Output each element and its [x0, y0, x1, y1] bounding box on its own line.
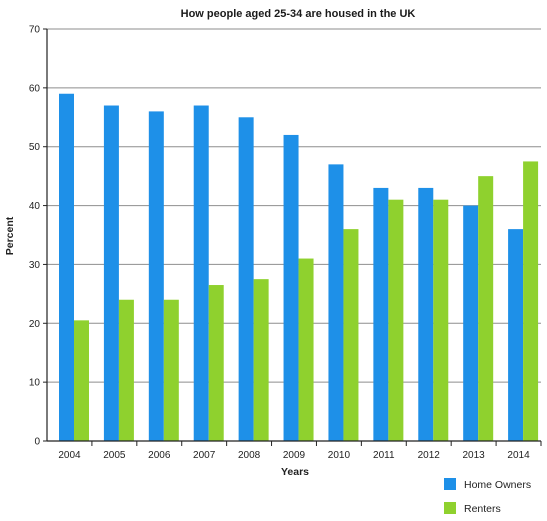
bar-home-owners — [463, 205, 479, 441]
x-tick-label: 2014 — [507, 450, 530, 461]
bar-home-owners — [373, 187, 389, 441]
bar-home-owners — [103, 105, 119, 441]
y-tick-label: 20 — [29, 319, 41, 330]
x-tick-labels: 2004 2005 2006 2007 2008 2009 2010 2011 2012 2013… — [58, 441, 542, 461]
x-tick-label: 2005 — [103, 450, 126, 461]
legend-label: Renters — [464, 503, 501, 515]
bar-renters — [343, 229, 359, 441]
x-tick-label: 2012 — [418, 450, 441, 461]
bars — [59, 93, 539, 442]
bar-renters — [478, 176, 494, 441]
bar-home-owners — [193, 105, 209, 441]
legend: Home Owners Renters — [444, 478, 531, 515]
x-tick-label: 2006 — [148, 450, 171, 461]
legend-label: Home Owners — [464, 479, 531, 491]
bar-renters — [298, 258, 314, 441]
y-axis-label: Percent — [4, 216, 16, 255]
bar-home-owners — [148, 111, 164, 442]
y-tick-label: 30 — [29, 260, 41, 271]
bar-renters — [253, 279, 269, 441]
legend-swatch-renters — [444, 502, 456, 514]
bar-renters — [163, 299, 179, 441]
bar-home-owners — [59, 93, 74, 441]
bar-home-owners — [328, 164, 344, 441]
y-tick-label: 70 — [29, 25, 41, 36]
bar-home-owners — [238, 117, 254, 442]
chart-title: How people aged 25-34 are housed in the … — [181, 8, 416, 20]
y-tick-label: 60 — [29, 83, 41, 94]
bar-renters — [433, 199, 449, 441]
x-tick-label: 2004 — [58, 450, 81, 461]
bar-renters — [208, 285, 224, 441]
bar-renters — [523, 161, 539, 441]
bar-home-owners — [508, 229, 524, 441]
x-tick-label: 2008 — [238, 450, 261, 461]
x-tick-label: 2009 — [283, 450, 306, 461]
y-tick-label: 40 — [29, 201, 41, 212]
y-tick-label: 50 — [29, 142, 41, 153]
x-axis-label: Years — [281, 466, 309, 478]
y-tick-label: 10 — [29, 378, 41, 389]
x-tick-label: 2011 — [373, 450, 395, 461]
bar-renters — [118, 299, 134, 441]
y-tick-label: 0 — [34, 437, 40, 448]
y-tick-labels: 0 10 20 30 40 50 60 70 — [29, 25, 47, 448]
bar-renters — [74, 320, 89, 441]
bar-home-owners — [418, 187, 434, 441]
bar-renters — [388, 199, 404, 441]
legend-swatch-home-owners — [444, 478, 456, 490]
bar-home-owners — [283, 134, 299, 441]
x-tick-label: 2007 — [193, 450, 216, 461]
x-tick-label: 2013 — [463, 450, 486, 461]
axes — [46, 29, 541, 442]
x-tick-label: 2010 — [328, 450, 351, 461]
